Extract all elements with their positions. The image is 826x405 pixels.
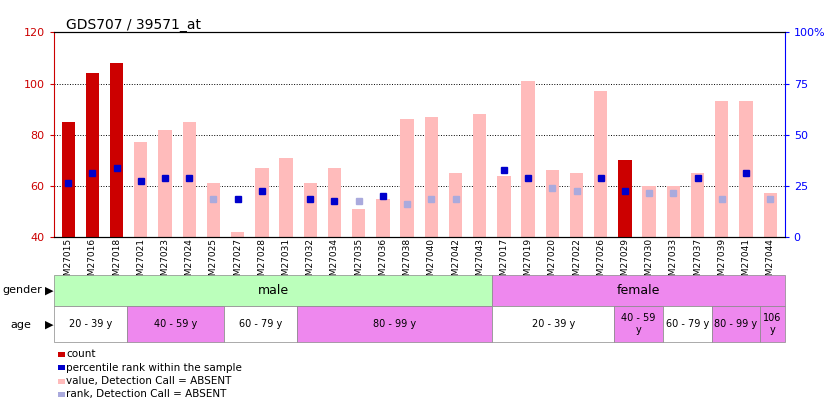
Bar	[134, 142, 148, 237]
Bar	[425, 117, 438, 237]
Bar	[352, 209, 365, 237]
Bar	[663, 306, 712, 342]
Bar	[401, 119, 414, 237]
Text: gender: gender	[2, 286, 42, 295]
Text: GDS707 / 39571_at: GDS707 / 39571_at	[66, 18, 201, 32]
Bar	[492, 275, 785, 306]
Bar	[159, 130, 172, 237]
Text: 80 - 99 y: 80 - 99 y	[373, 319, 416, 329]
Bar	[127, 306, 225, 342]
Bar	[711, 306, 760, 342]
Bar	[570, 173, 583, 237]
Bar	[691, 173, 705, 237]
Text: ▶: ▶	[45, 320, 53, 330]
Bar	[546, 171, 559, 237]
Bar	[715, 101, 729, 237]
Bar	[521, 81, 534, 237]
Bar	[62, 122, 75, 237]
Bar	[255, 168, 268, 237]
Bar	[643, 186, 656, 237]
Bar	[206, 183, 220, 237]
Bar	[54, 306, 127, 342]
Bar	[619, 160, 632, 237]
Bar	[279, 158, 292, 237]
Bar	[376, 198, 390, 237]
Bar	[492, 306, 614, 342]
Bar	[473, 114, 487, 237]
Bar	[497, 176, 510, 237]
Bar	[739, 101, 752, 237]
Text: 40 - 59 y: 40 - 59 y	[154, 319, 197, 329]
Bar	[594, 91, 607, 237]
Text: ▶: ▶	[45, 286, 53, 295]
Text: male: male	[258, 284, 288, 297]
Bar	[110, 63, 123, 237]
Bar	[763, 194, 776, 237]
Text: 60 - 79 y: 60 - 79 y	[240, 319, 282, 329]
Bar	[86, 73, 99, 237]
Bar	[54, 275, 492, 306]
Bar	[304, 183, 317, 237]
Text: 80 - 99 y: 80 - 99 y	[714, 319, 757, 329]
Text: 40 - 59
y: 40 - 59 y	[621, 313, 656, 335]
Text: count: count	[66, 350, 96, 359]
Bar	[615, 306, 663, 342]
Bar	[667, 186, 680, 237]
Bar	[297, 306, 492, 342]
Text: value, Detection Call = ABSENT: value, Detection Call = ABSENT	[66, 376, 231, 386]
Text: age: age	[10, 320, 31, 330]
Bar	[760, 306, 785, 342]
Text: 20 - 39 y: 20 - 39 y	[69, 319, 112, 329]
Text: female: female	[617, 284, 660, 297]
Text: 20 - 39 y: 20 - 39 y	[532, 319, 575, 329]
Bar	[328, 168, 341, 237]
Text: percentile rank within the sample: percentile rank within the sample	[66, 363, 242, 373]
Text: 60 - 79 y: 60 - 79 y	[666, 319, 709, 329]
Bar	[231, 232, 244, 237]
Text: 106
y: 106 y	[763, 313, 781, 335]
Text: rank, Detection Call = ABSENT: rank, Detection Call = ABSENT	[66, 390, 226, 399]
Bar	[183, 122, 196, 237]
Bar	[225, 306, 297, 342]
Bar	[449, 173, 463, 237]
